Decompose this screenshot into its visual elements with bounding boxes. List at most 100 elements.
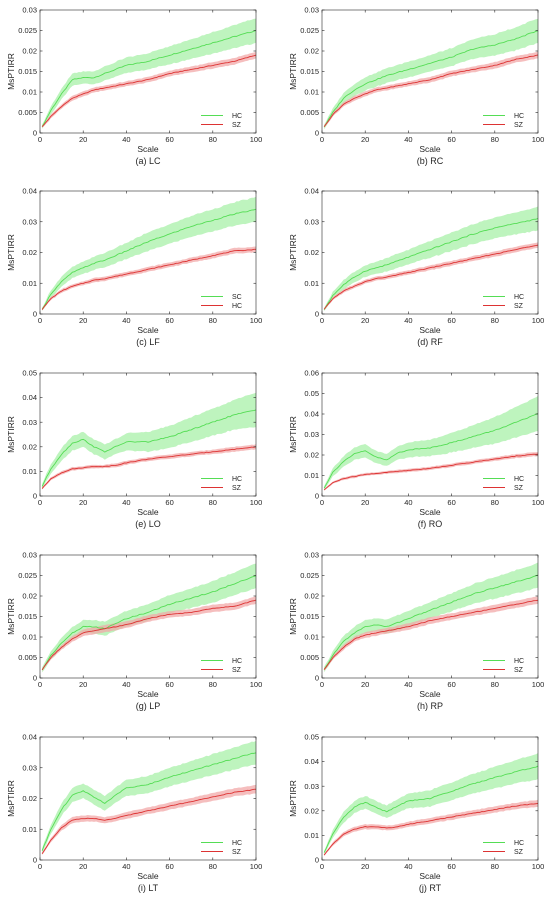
series-sz-line <box>323 453 539 491</box>
y-tick-label: 0.01 <box>304 471 319 480</box>
x-tick-label: 100 <box>532 498 545 507</box>
x-tick-label: 0 <box>320 680 324 689</box>
series-sz-band <box>324 799 538 857</box>
chart-panel: 0 20 40 60 80 100 0 0.01 0.02 0.03 0.04 0.05 Scale Ms… <box>288 733 544 893</box>
line-layer <box>41 752 257 855</box>
legend-box <box>196 653 254 676</box>
chart-panel: 0 20 40 60 80 100 0 0.005 0.01 0.015 0.02 0.025 0.03… <box>288 6 544 166</box>
y-axis-label: MsPTIRR <box>288 234 298 271</box>
chart-panel: 0 20 40 60 80 100 0 0.01 0.02 0.03 0.04 Scale MsPTIR… <box>288 187 544 347</box>
band-layer <box>324 753 538 857</box>
x-tick-label: 80 <box>209 680 217 689</box>
y-tick-label: 0 <box>315 492 319 501</box>
x-tick-label: 0 <box>320 316 324 325</box>
x-tick-label: 60 <box>165 316 173 325</box>
line-layer <box>323 217 539 310</box>
x-tick-label: 100 <box>532 316 545 325</box>
y-tick-label: 0.02 <box>304 47 319 56</box>
x-tick-label: 100 <box>532 680 545 689</box>
y-tick-label: 0.03 <box>304 217 319 226</box>
panel-caption: (j) RT <box>419 883 442 893</box>
y-tick-label: 0.01 <box>22 825 37 834</box>
y-tick-label: 0.05 <box>22 369 37 378</box>
legend: HC SZ <box>196 471 254 494</box>
legend-box <box>478 108 536 131</box>
x-axis-label: Scale <box>137 507 159 517</box>
series-hc-band <box>42 392 256 490</box>
y-tick-label: 0 <box>33 129 37 138</box>
legend-label: HC <box>232 840 242 847</box>
y-tick-label: 0.01 <box>304 279 319 288</box>
y-tick-label: 0.025 <box>18 26 37 35</box>
x-tick-label: 100 <box>250 862 263 871</box>
panel-caption: (i) LT <box>138 883 159 893</box>
y-tick-label: 0.02 <box>22 794 37 803</box>
series-sz-band <box>42 444 256 490</box>
legend-box <box>196 289 254 312</box>
series-hc-band <box>324 753 538 855</box>
y-tick-label: 0.03 <box>304 6 319 15</box>
panel-caption: (h) RP <box>417 701 443 711</box>
legend-label: SC <box>232 294 242 301</box>
x-tick-label: 100 <box>250 498 263 507</box>
x-tick-label: 80 <box>491 680 499 689</box>
band-layer <box>42 392 256 490</box>
panel-caption: (e) LO <box>135 519 161 529</box>
y-tick-label: 0.015 <box>18 612 37 621</box>
y-tick-label: 0.03 <box>304 430 319 439</box>
y-tick-label: 0.01 <box>304 88 319 97</box>
x-tick-label: 100 <box>532 135 545 144</box>
y-tick-label: 0.04 <box>22 733 37 742</box>
y-tick-label: 0.05 <box>304 733 319 742</box>
series-sz-line <box>41 54 257 128</box>
series-sz-line <box>323 54 539 127</box>
chart-panel: 0 20 40 60 80 100 0 0.005 0.01 0.015 0.02 0.025 0.03… <box>6 6 262 166</box>
x-tick-label: 80 <box>491 498 499 507</box>
x-tick-label: 20 <box>361 316 369 325</box>
y-axis-label: MsPTIRR <box>6 780 16 817</box>
axes-box <box>321 736 539 861</box>
legend-label: HC <box>232 476 242 483</box>
legend-label: SZ <box>232 667 242 674</box>
panel-caption: (g) LP <box>136 701 161 711</box>
y-tick-label: 0.015 <box>300 67 319 76</box>
legend-label: HC <box>514 113 524 120</box>
y-tick-label: 0.015 <box>18 67 37 76</box>
series-hc-line <box>323 413 539 489</box>
x-tick-label: 0 <box>38 135 42 144</box>
chart-panel: 0 20 40 60 80 100 0 0.005 0.01 0.015 0.02 0.025 0.03… <box>288 551 544 711</box>
x-tick-label: 0 <box>320 135 324 144</box>
legend-label: HC <box>232 113 242 120</box>
legend-label: HC <box>514 294 524 301</box>
chart-panel: 0 20 40 60 80 100 0 0.01 0.02 0.03 0.04 Scale MsPTIR… <box>6 733 262 893</box>
x-axis-label: Scale <box>137 144 159 154</box>
series-hc-band <box>324 395 538 491</box>
legend: HC SZ <box>478 289 536 312</box>
chart-panel: 0 20 40 60 80 100 0 0.005 0.01 0.015 0.02 0.025 0.03… <box>6 551 262 711</box>
x-tick-label: 60 <box>447 862 455 871</box>
x-tick-label: 100 <box>532 862 545 871</box>
x-axis-label: Scale <box>419 144 441 154</box>
x-tick-label: 40 <box>122 862 130 871</box>
chart-panel: 0 20 40 60 80 100 0 0.01 0.02 0.03 0.04 0.05 0.06 Sca… <box>288 369 544 529</box>
legend-box <box>196 835 254 858</box>
line-layer <box>323 765 539 856</box>
y-tick-label: 0.03 <box>22 551 37 560</box>
x-tick-label: 60 <box>447 135 455 144</box>
band-layer <box>324 395 538 491</box>
y-tick-label: 0 <box>315 129 319 138</box>
x-tick-label: 80 <box>491 862 499 871</box>
x-axis-label: Scale <box>419 507 441 517</box>
y-tick-label: 0.01 <box>304 831 319 840</box>
x-tick-label: 20 <box>79 316 87 325</box>
x-tick-label: 40 <box>404 680 412 689</box>
y-tick-label: 0.04 <box>304 187 319 196</box>
y-tick-label: 0.03 <box>304 551 319 560</box>
y-tick-label: 0.06 <box>304 369 319 378</box>
x-tick-label: 100 <box>250 135 263 144</box>
y-tick-label: 0.02 <box>304 592 319 601</box>
legend-label: HC <box>514 840 524 847</box>
y-axis-label: MsPTIRR <box>6 416 16 453</box>
x-tick-label: 20 <box>79 862 87 871</box>
